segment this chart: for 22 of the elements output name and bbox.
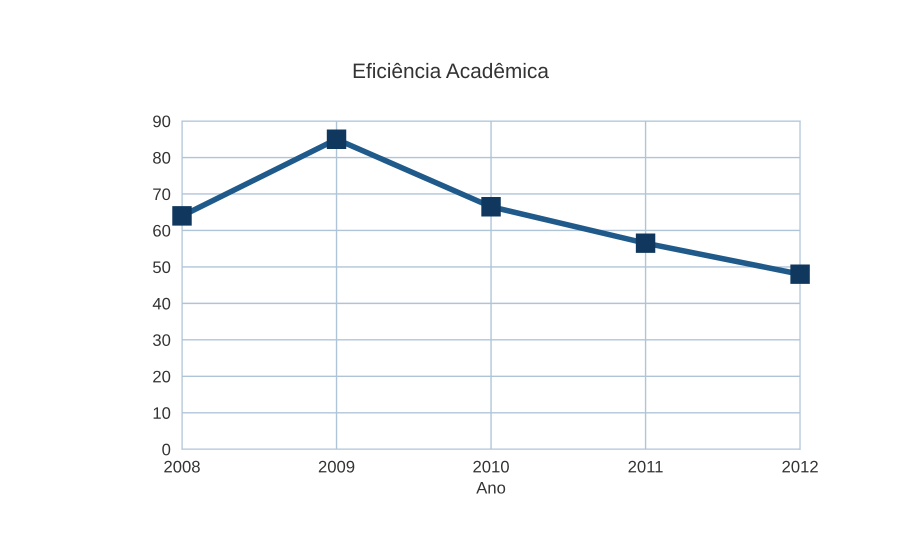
y-tick-label: 80 [153, 152, 170, 164]
x-tick-label: 2010 [473, 460, 509, 473]
y-tick-label: 40 [152, 298, 170, 310]
x-tick-label: 2008 [164, 460, 200, 473]
x-tick-label: 2011 [628, 460, 663, 473]
point [481, 197, 501, 216]
point [636, 233, 656, 253]
x-tick-label: 2009 [318, 460, 354, 473]
y-tick-label: 70 [153, 188, 170, 200]
y-tick-label: 60 [153, 224, 170, 237]
y-tick-label: 90 [153, 115, 170, 128]
y-tick-label: 50 [153, 261, 170, 274]
y-tick-label: 0 [162, 444, 170, 456]
chart-title: Eficiência Acadêmica [354, 62, 549, 78]
point [326, 130, 346, 150]
point [790, 264, 810, 284]
x-tick-label: 2012 [782, 460, 818, 473]
y-tick-label: 10 [154, 407, 170, 419]
point [172, 206, 192, 226]
y-tick-label: 30 [152, 334, 170, 346]
y-tick-label: 20 [153, 370, 170, 383]
x-axis-title: Ano [476, 482, 506, 494]
